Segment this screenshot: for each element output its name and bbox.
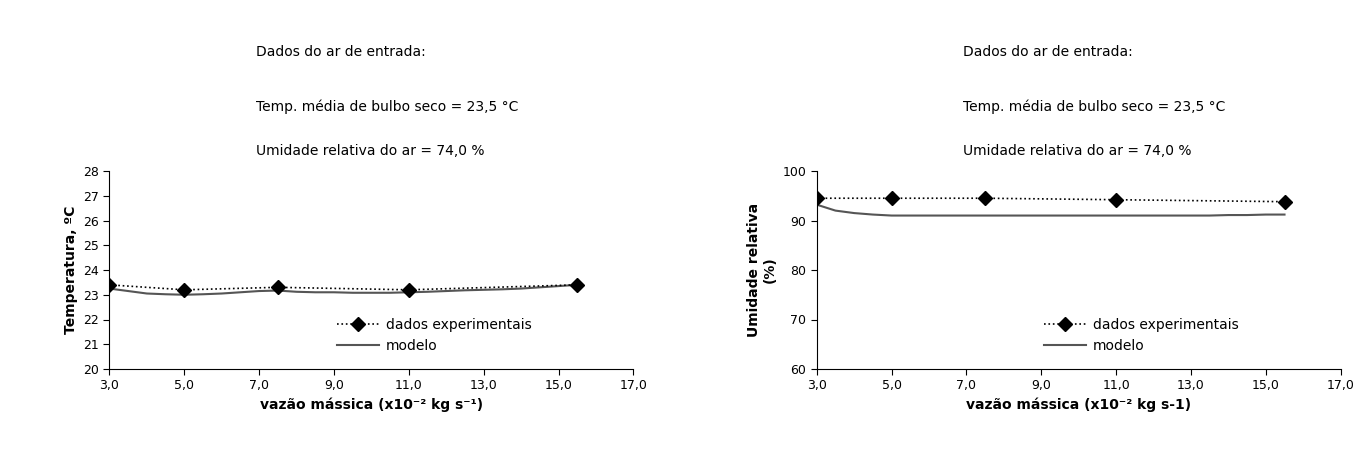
modelo [438, 288, 454, 294]
modelo [289, 289, 305, 294]
Text: Dados do ar de entrada:: Dados do ar de entrada: [963, 45, 1133, 59]
Text: Temp. média de bulbo seco = 23,5 °C: Temp. média de bulbo seco = 23,5 °C [256, 99, 518, 113]
modelo [1033, 213, 1049, 218]
Y-axis label: Umidade relativa
(%): Umidade relativa (%) [747, 203, 777, 337]
modelo [494, 287, 510, 292]
X-axis label: vazão mássica (x10⁻² kg s-1): vazão mássica (x10⁻² kg s-1) [966, 398, 1192, 413]
modelo [401, 290, 417, 295]
modelo [157, 292, 174, 297]
dados experimentais [1108, 197, 1124, 202]
dados experimentais [977, 195, 993, 201]
dados experimentais [176, 287, 193, 292]
modelo [120, 288, 137, 294]
modelo [363, 290, 379, 296]
modelo [1071, 213, 1088, 218]
modelo [550, 284, 566, 289]
modelo [269, 288, 286, 293]
dados experimentais [269, 284, 286, 290]
modelo [1089, 213, 1105, 218]
dados experimentais [884, 195, 900, 201]
dados experimentais [1276, 199, 1293, 204]
modelo [194, 292, 211, 297]
modelo [457, 288, 473, 293]
modelo [213, 291, 230, 296]
Line: dados experimentais: dados experimentais [104, 280, 581, 295]
dados experimentais [569, 282, 586, 288]
modelo [345, 290, 361, 296]
dados experimentais [808, 195, 825, 201]
modelo [1276, 212, 1293, 217]
modelo [1257, 212, 1274, 217]
dados experimentais [401, 287, 417, 292]
Legend: dados experimentais, modelo: dados experimentais, modelo [1038, 312, 1245, 358]
modelo [1108, 213, 1124, 218]
modelo [1164, 213, 1181, 218]
modelo [176, 292, 193, 297]
dados experimentais [101, 282, 118, 288]
modelo [902, 213, 918, 218]
Text: Umidade relativa do ar = 74,0 %: Umidade relativa do ar = 74,0 % [963, 144, 1192, 158]
modelo [1145, 213, 1161, 218]
modelo [884, 213, 900, 218]
modelo [569, 282, 586, 288]
Legend: dados experimentais, modelo: dados experimentais, modelo [331, 312, 538, 358]
modelo [996, 213, 1012, 218]
modelo [828, 208, 844, 213]
modelo [1127, 213, 1144, 218]
modelo [513, 286, 529, 291]
Line: modelo: modelo [817, 205, 1285, 216]
modelo [940, 213, 956, 218]
modelo [138, 291, 155, 296]
modelo [326, 290, 342, 295]
Y-axis label: Temperatura, ºC: Temperatura, ºC [63, 206, 78, 334]
Line: dados experimentais: dados experimentais [811, 194, 1290, 207]
modelo [250, 288, 267, 294]
modelo [420, 289, 436, 294]
modelo [921, 213, 937, 218]
Text: Temp. média de bulbo seco = 23,5 °C: Temp. média de bulbo seco = 23,5 °C [963, 99, 1226, 113]
modelo [808, 202, 825, 207]
modelo [532, 284, 549, 290]
modelo [1220, 212, 1237, 218]
modelo [233, 290, 249, 295]
X-axis label: vazão mássica (x10⁻² kg s⁻¹): vazão mássica (x10⁻² kg s⁻¹) [260, 398, 483, 413]
modelo [101, 286, 118, 291]
Text: Umidade relativa do ar = 74,0 %: Umidade relativa do ar = 74,0 % [256, 144, 484, 158]
modelo [1052, 213, 1068, 218]
modelo [382, 290, 398, 296]
Line: modelo: modelo [109, 285, 577, 295]
modelo [977, 213, 993, 218]
modelo [306, 290, 323, 295]
modelo [1201, 213, 1218, 218]
modelo [958, 213, 974, 218]
modelo [845, 210, 862, 216]
modelo [1239, 212, 1256, 218]
Text: Dados do ar de entrada:: Dados do ar de entrada: [256, 45, 425, 59]
modelo [1183, 213, 1200, 218]
modelo [476, 287, 492, 292]
modelo [1014, 213, 1030, 218]
modelo [865, 212, 881, 217]
